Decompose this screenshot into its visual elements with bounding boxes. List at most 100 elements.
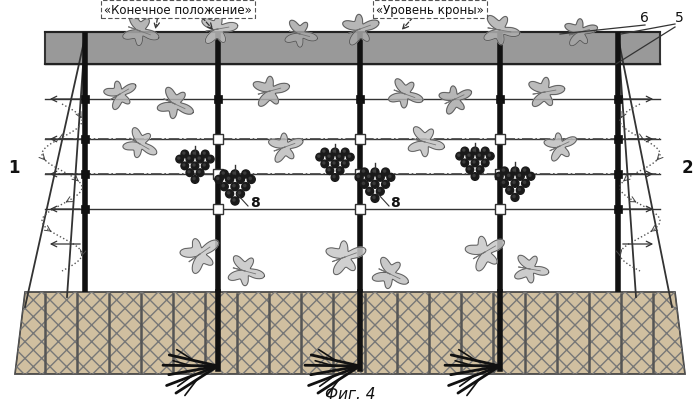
Circle shape (342, 161, 349, 168)
Polygon shape (439, 87, 472, 115)
Polygon shape (285, 21, 318, 48)
Bar (213, 135, 223, 145)
Circle shape (458, 155, 460, 157)
Circle shape (203, 164, 205, 167)
Circle shape (471, 173, 479, 181)
Bar (495, 135, 505, 145)
Text: Фиг. 4: Фиг. 4 (325, 386, 375, 401)
Circle shape (181, 151, 188, 158)
Circle shape (522, 180, 529, 188)
Circle shape (231, 171, 239, 179)
Circle shape (193, 178, 195, 180)
Circle shape (511, 168, 519, 175)
Circle shape (522, 168, 529, 175)
Bar (496, 171, 504, 179)
Circle shape (476, 166, 484, 174)
Circle shape (473, 162, 475, 164)
Circle shape (222, 173, 225, 175)
Circle shape (513, 169, 515, 172)
Circle shape (343, 151, 345, 153)
Circle shape (389, 176, 391, 178)
Circle shape (360, 168, 368, 177)
Circle shape (336, 167, 344, 175)
Circle shape (331, 149, 339, 156)
Circle shape (191, 151, 199, 158)
Circle shape (503, 169, 505, 172)
Text: 8: 8 (250, 196, 260, 209)
Circle shape (527, 173, 535, 181)
Circle shape (220, 171, 228, 179)
Bar (614, 205, 622, 213)
Circle shape (244, 173, 246, 175)
Bar (356, 96, 364, 104)
Polygon shape (529, 78, 565, 107)
Text: «Уровень кроны»: «Уровень кроны» (376, 4, 484, 17)
Polygon shape (565, 20, 598, 47)
Circle shape (508, 189, 510, 191)
Circle shape (328, 156, 330, 158)
Bar (355, 205, 365, 215)
Circle shape (524, 169, 526, 172)
Circle shape (183, 164, 185, 167)
Polygon shape (389, 79, 423, 109)
Circle shape (513, 182, 515, 184)
Circle shape (486, 153, 494, 160)
Circle shape (338, 169, 340, 171)
Bar (45, 33, 660, 65)
Bar (81, 136, 89, 144)
Circle shape (511, 180, 519, 188)
Polygon shape (514, 256, 549, 283)
Bar (214, 171, 222, 179)
Text: 8: 8 (390, 196, 400, 209)
Bar (214, 205, 222, 213)
Bar (81, 205, 89, 213)
Circle shape (377, 174, 384, 182)
Circle shape (503, 182, 505, 184)
Circle shape (220, 183, 228, 191)
Bar (614, 171, 622, 179)
Circle shape (528, 175, 531, 177)
Bar (614, 136, 622, 144)
Circle shape (196, 169, 204, 177)
Circle shape (495, 173, 503, 181)
Circle shape (360, 181, 368, 189)
Circle shape (237, 190, 244, 198)
Circle shape (497, 175, 499, 177)
Circle shape (488, 155, 491, 157)
Polygon shape (15, 292, 685, 374)
Circle shape (228, 192, 230, 194)
Circle shape (198, 171, 200, 173)
Circle shape (231, 198, 239, 206)
Bar (214, 136, 222, 144)
Circle shape (193, 153, 195, 155)
Bar (214, 96, 222, 104)
Circle shape (471, 160, 479, 167)
Circle shape (343, 162, 345, 165)
Circle shape (203, 153, 205, 155)
Circle shape (373, 183, 375, 185)
Circle shape (336, 154, 344, 162)
Polygon shape (122, 16, 159, 47)
Polygon shape (408, 128, 444, 157)
Bar (213, 205, 223, 215)
Circle shape (378, 176, 381, 178)
Circle shape (333, 162, 335, 165)
Polygon shape (202, 15, 238, 45)
Bar (495, 205, 505, 215)
Circle shape (186, 156, 194, 164)
Circle shape (366, 188, 374, 196)
Circle shape (363, 183, 365, 185)
Circle shape (371, 195, 379, 203)
Circle shape (500, 168, 508, 175)
Circle shape (506, 173, 514, 181)
Text: 5: 5 (675, 11, 684, 25)
Circle shape (321, 161, 328, 168)
Circle shape (476, 153, 484, 160)
Bar (81, 96, 89, 104)
Bar (614, 96, 622, 104)
Bar (356, 205, 364, 213)
Circle shape (513, 196, 515, 198)
Bar (496, 96, 504, 104)
Circle shape (473, 149, 475, 152)
Text: 1: 1 (8, 159, 20, 177)
